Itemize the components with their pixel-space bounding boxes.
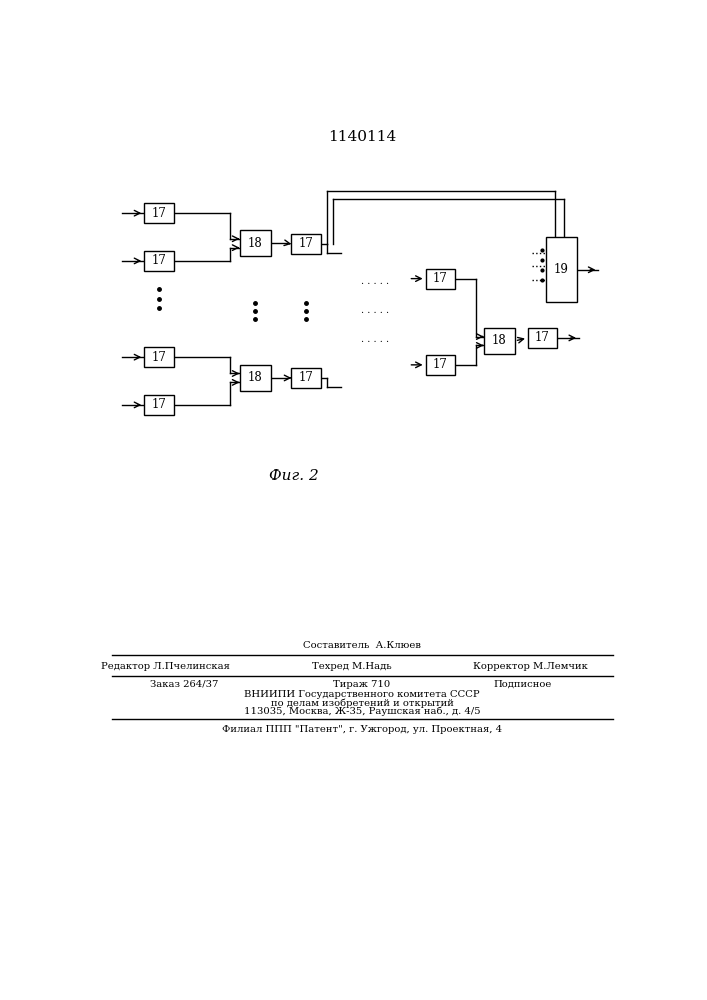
Text: . . . . .: . . . . . [361, 335, 389, 344]
Bar [144, 203, 174, 223]
Bar [528, 328, 557, 348]
Bar [291, 368, 321, 388]
Text: 18: 18 [247, 371, 262, 384]
Bar [426, 269, 455, 289]
Text: 18: 18 [492, 334, 506, 347]
Bar [240, 365, 271, 391]
Text: Редактор Л.Пчелинская: Редактор Л.Пчелинская [101, 662, 230, 671]
Text: 113035, Москва, Ж-35, Раушская наб., д. 4/5: 113035, Москва, Ж-35, Раушская наб., д. … [244, 707, 480, 716]
Text: ВНИИПИ Государственного комитета СССР: ВНИИПИ Государственного комитета СССР [244, 690, 480, 699]
Text: 17: 17 [151, 398, 166, 411]
Bar [144, 395, 174, 415]
Text: Фиг. 2: Фиг. 2 [269, 469, 319, 483]
Bar [144, 347, 174, 367]
Bar [240, 230, 271, 256]
Text: Филиал ППП "Патент", г. Ужгород, ул. Проектная, 4: Филиал ППП "Патент", г. Ужгород, ул. Про… [222, 725, 502, 734]
Bar [484, 328, 515, 354]
Text: Техред М.Надь: Техред М.Надь [312, 662, 392, 671]
Text: . . . . .: . . . . . [361, 277, 389, 286]
Text: 17: 17 [299, 371, 314, 384]
Text: 17: 17 [535, 331, 550, 344]
Text: 18: 18 [247, 237, 262, 250]
Text: 17: 17 [151, 254, 166, 267]
Text: 17: 17 [433, 358, 448, 371]
Text: Корректор М.Лемчик: Корректор М.Лемчик [473, 662, 588, 671]
Text: 17: 17 [151, 351, 166, 364]
Text: Подписное: Подписное [493, 680, 551, 689]
Bar [144, 251, 174, 271]
Text: 17: 17 [433, 272, 448, 285]
Text: Составитель  А.Клюев: Составитель А.Клюев [303, 641, 421, 650]
Text: 17: 17 [299, 237, 314, 250]
Text: 1140114: 1140114 [328, 130, 396, 144]
Text: 19: 19 [554, 263, 568, 276]
Text: Тираж 710: Тираж 710 [333, 680, 390, 689]
Text: 17: 17 [151, 207, 166, 220]
Bar [546, 237, 577, 302]
Text: по делам изобретений и открытий: по делам изобретений и открытий [271, 698, 453, 708]
Text: Заказ 264/37: Заказ 264/37 [151, 680, 218, 689]
Bar [291, 234, 321, 254]
Text: . . . . .: . . . . . [361, 306, 389, 315]
Bar [426, 355, 455, 375]
